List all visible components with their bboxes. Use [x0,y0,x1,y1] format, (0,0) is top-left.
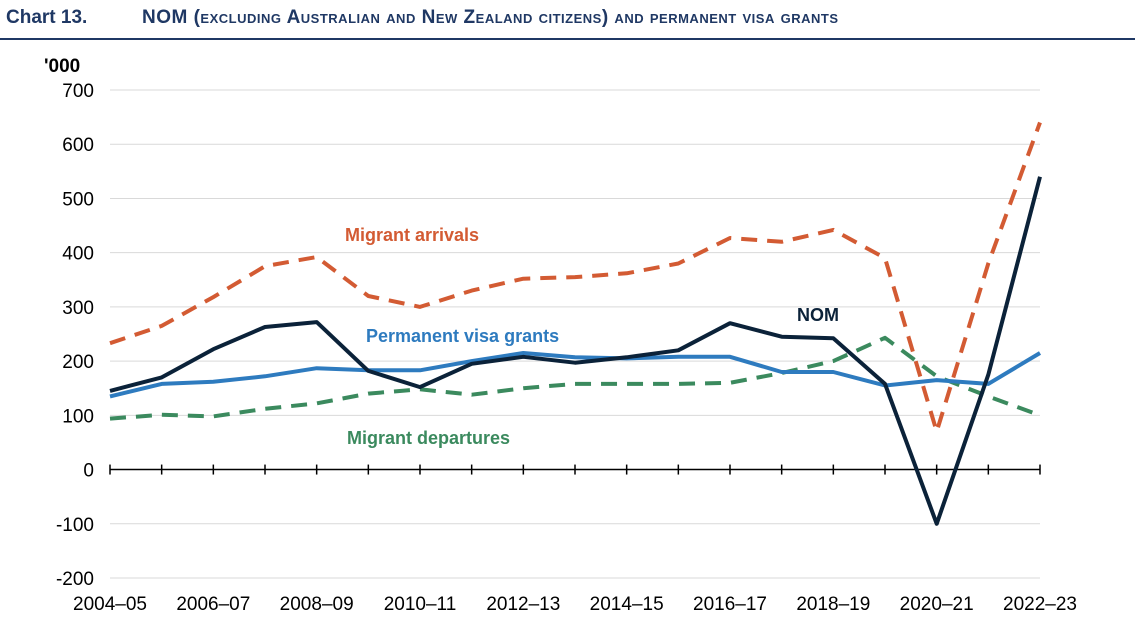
y-tick-label: 200 [62,352,94,373]
series-line-nom [109,176,1042,526]
y-tick-label: -100 [56,515,94,536]
x-tick-label: 2022–23 [1003,594,1077,615]
y-tick-label: 0 [83,461,94,482]
series-line-migrant-arrivals [109,121,1042,434]
gridlines [110,89,1040,579]
series-label: Migrant departures [347,428,510,448]
series-label: Permanent visa grants [366,326,559,346]
series-labels: Migrant arrivals Migrant departures Perman… [345,225,839,448]
y-tick-label: 600 [62,135,94,156]
chart-number: Chart 13. [6,7,88,28]
y-tick-label: 700 [62,81,94,102]
x-tick-label: 2006–07 [176,594,250,615]
y-tick-label: 300 [62,298,94,319]
x-tick-label: 2016–17 [693,594,767,615]
series-lines [109,121,1042,526]
x-tick-label: 2020–21 [900,594,974,615]
series-label: Migrant arrivals [345,225,479,245]
y-axis-tick-labels: -200 -100 0 100 200 300 400 500 600 700 [56,81,94,590]
series-label: NOM [797,305,839,325]
y-tick-label: -200 [56,569,94,590]
x-tick-label: 2008–09 [280,594,354,615]
y-tick-label: 500 [62,189,94,210]
x-tick-label: 2014–15 [590,594,664,615]
y-tick-label: 400 [62,244,94,265]
chart-title: NOM (excluding Australian and New Zealan… [142,7,839,28]
x-tick-label: 2004–05 [73,594,147,615]
x-tick-label: 2018–19 [796,594,870,615]
x-axis [109,464,1041,475]
x-axis-tick-labels: 2004–05 2006–07 2008–09 2010–11 2012–13 2014–… [73,594,1077,615]
y-axis-unit-label: '000 [44,56,80,77]
x-tick-label: 2012–13 [486,594,560,615]
series-line-permanent-visa-grants [109,351,1042,399]
y-tick-label: 100 [62,406,94,427]
x-tick-label: 2010–11 [384,594,457,615]
series-line-migrant-departures [109,335,1041,421]
chart-title-bar: Chart 13. NOM (excluding Australian and … [0,0,1135,40]
